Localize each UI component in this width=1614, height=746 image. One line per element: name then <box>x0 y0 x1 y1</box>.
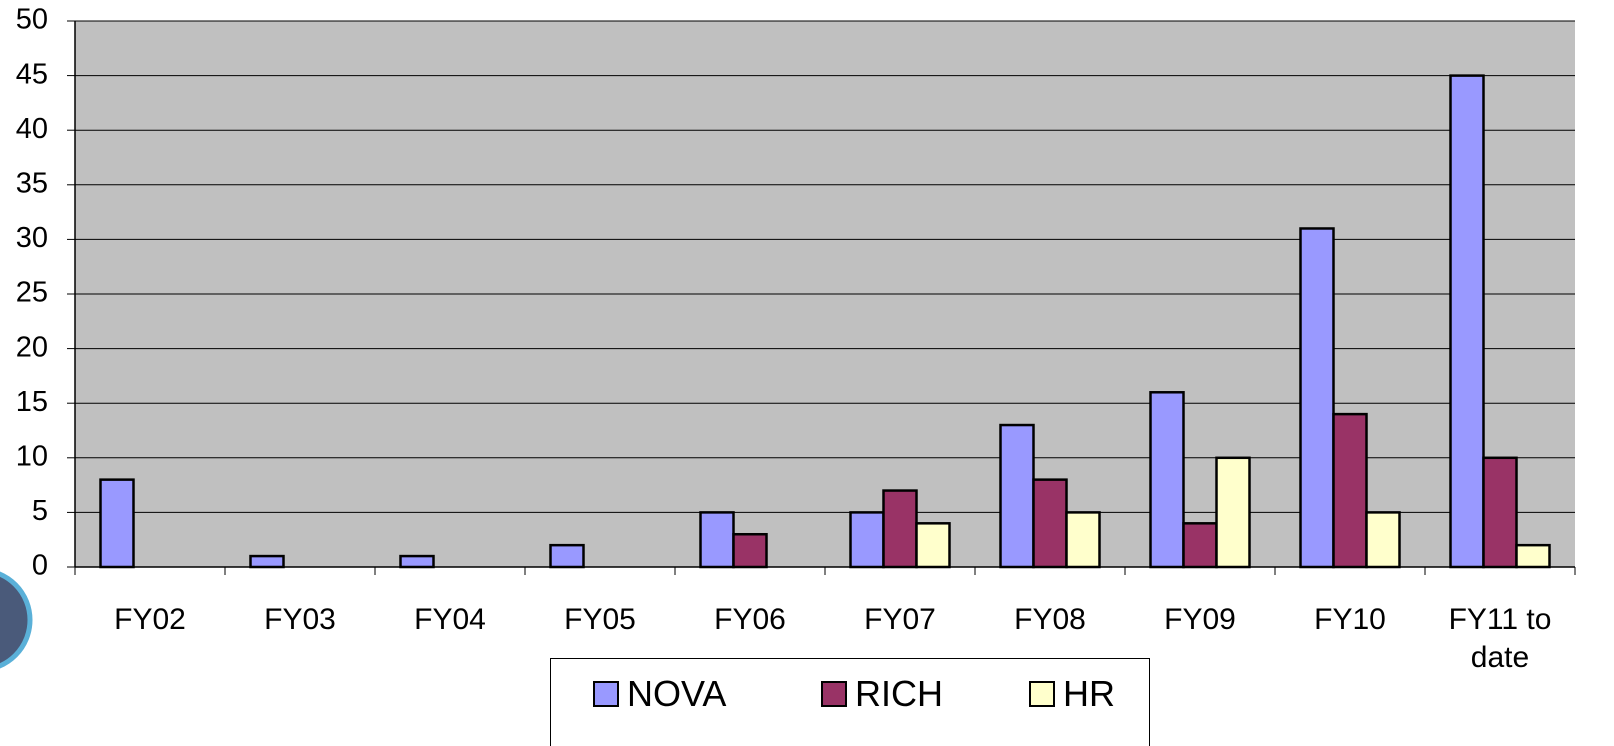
bar <box>1517 545 1550 567</box>
bar <box>101 480 134 567</box>
legend-label: NOVA <box>627 673 726 715</box>
bar <box>1151 392 1184 567</box>
legend-label: RICH <box>855 673 943 715</box>
logo <box>0 570 30 670</box>
y-tick-label: 20 <box>16 331 48 363</box>
bar <box>1367 512 1400 567</box>
bar <box>1334 414 1367 567</box>
bar <box>1301 228 1334 567</box>
bar <box>1451 76 1484 567</box>
y-tick-label: 10 <box>16 440 48 472</box>
legend-swatch <box>821 681 847 707</box>
x-tick-label: FY05 <box>530 601 670 639</box>
legend-item: HR <box>1029 673 1115 715</box>
legend-label: HR <box>1063 673 1115 715</box>
legend-swatch <box>593 681 619 707</box>
bar <box>1484 458 1517 567</box>
page: 0 5 10 15 20 25 30 35 40 45 50 NOVA RICH HR FY02 FY03… <box>0 0 1614 746</box>
bar <box>917 523 950 567</box>
x-tick-label: FY08 <box>980 601 1120 639</box>
bar <box>401 556 434 567</box>
bar <box>851 512 884 567</box>
x-tick-label: FY07 <box>830 601 970 639</box>
y-tick-label: 45 <box>16 58 48 90</box>
bar <box>734 534 767 567</box>
x-tick-label: FY10 <box>1280 601 1420 639</box>
y-tick-label: 0 <box>32 550 48 582</box>
y-tick-label: 50 <box>16 4 48 36</box>
bar <box>1001 425 1034 567</box>
y-tick-label: 30 <box>16 222 48 254</box>
y-tick-label: 40 <box>16 113 48 145</box>
x-tick-label: FY03 <box>230 601 370 639</box>
bar <box>884 491 917 567</box>
x-tick-label: FY09 <box>1130 601 1270 639</box>
bar <box>1184 523 1217 567</box>
y-tick-label: 25 <box>16 277 48 309</box>
y-tick-label: 35 <box>16 167 48 199</box>
legend-item: NOVA <box>593 673 726 715</box>
x-tick-label: FY04 <box>380 601 520 639</box>
x-tick-label: FY02 <box>80 601 220 639</box>
y-tick-label: 5 <box>32 495 48 527</box>
bar <box>1217 458 1250 567</box>
legend-swatch <box>1029 681 1055 707</box>
bar <box>251 556 284 567</box>
y-tick-label: 15 <box>16 386 48 418</box>
bar <box>1034 480 1067 567</box>
bar <box>701 512 734 567</box>
bar <box>551 545 584 567</box>
x-tick-label: FY06 <box>680 601 820 639</box>
x-tick-label: FY11 to date <box>1430 601 1570 677</box>
legend: NOVA RICH HR <box>550 658 1150 746</box>
bar <box>1067 512 1100 567</box>
legend-item: RICH <box>821 673 943 715</box>
